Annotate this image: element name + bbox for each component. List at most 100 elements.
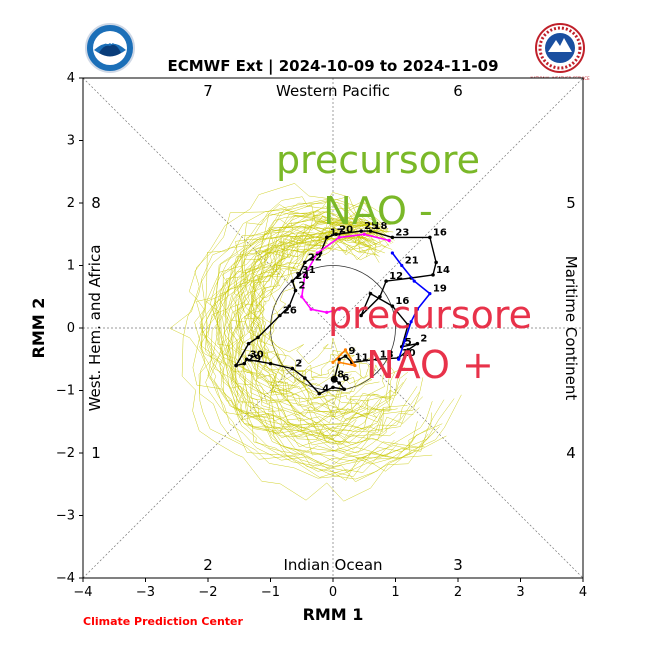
noaa-logo-text: NOAA	[99, 38, 122, 46]
series-point-observed	[384, 279, 388, 283]
day-label: 30	[250, 349, 264, 360]
x-tick-label: 4	[579, 585, 587, 600]
day-label: 6	[342, 373, 349, 384]
day-label: 12	[389, 271, 403, 282]
series-point-forecast_blue	[403, 338, 407, 343]
series-point-observed	[331, 385, 335, 390]
x-axis-ticks: −4 −3 −2 −1 0 1 2 3 4	[73, 578, 587, 600]
day-label: 10	[402, 348, 416, 359]
series-point-observed	[303, 260, 307, 265]
y-tick-label: 1	[67, 259, 75, 274]
day-label: 29	[247, 354, 261, 365]
series-line-forecast_blue	[391, 252, 432, 360]
series-point-observed	[290, 366, 295, 371]
y-tick-label: −4	[56, 571, 75, 586]
ensemble-member-line	[213, 211, 432, 483]
series-point-forecast_magenta	[337, 235, 341, 239]
day-label: 4	[322, 384, 329, 395]
series-point-observed	[406, 348, 410, 352]
phase-7: 7	[203, 82, 213, 100]
ensemble-member-line	[196, 192, 433, 479]
series-point-observed	[359, 229, 363, 233]
series-point-observed	[374, 357, 379, 362]
series-point-observed	[324, 235, 329, 240]
start-marker	[330, 375, 338, 383]
x-axis-label: RMM 1	[303, 605, 364, 624]
region-west-hem-africa: West. Hem. and Africa	[86, 245, 104, 412]
phase-1: 1	[91, 444, 101, 462]
y-tick-label: −1	[56, 384, 75, 399]
series-point-observed	[337, 357, 342, 362]
x-tick-label: −2	[198, 585, 217, 600]
credit-text: Climate Prediction Center	[83, 615, 243, 628]
day-label: 22	[308, 252, 322, 263]
day-label: 2	[299, 281, 306, 292]
series-point-forecast_orange	[353, 363, 357, 368]
series-point-forecast_blue	[390, 251, 394, 255]
ensemble-member-line	[200, 215, 418, 454]
series-point-observed	[390, 304, 395, 308]
ensemble-member-line	[210, 211, 421, 446]
noaa-logo: NOAA	[85, 23, 135, 73]
phase-2: 2	[203, 556, 213, 574]
day-label: 24	[295, 271, 309, 282]
day-label: 19	[433, 284, 447, 295]
series-point-forecast_orange	[343, 348, 348, 352]
series-point-observed	[278, 313, 282, 318]
series-point-observed	[268, 361, 273, 366]
ensemble-member-line	[249, 234, 398, 436]
ensemble-members	[169, 183, 462, 502]
ensemble-member-line	[198, 227, 462, 477]
day-label: 16	[395, 296, 409, 307]
series-point-forecast_magenta	[325, 310, 329, 314]
series-point-observed	[303, 376, 307, 380]
ensemble-member-line	[250, 217, 382, 412]
series-point-forecast_orange	[337, 360, 341, 364]
day-label: 13	[380, 349, 394, 360]
guide-lines	[83, 78, 583, 578]
day-label: 14	[436, 265, 450, 276]
day-label: 31	[302, 265, 316, 276]
annotation-nao-plus: NAO +	[366, 343, 494, 387]
series-point-observed	[287, 304, 292, 308]
phase-3: 3	[453, 556, 463, 574]
series-point-observed	[290, 279, 295, 283]
day-label: 16	[433, 227, 447, 238]
annotation-nao-minus: NAO -	[323, 189, 432, 233]
series-point-observed	[415, 341, 420, 346]
phase-4: 4	[566, 444, 576, 462]
x-tick-label: −4	[73, 585, 92, 600]
day-label: 23	[395, 227, 409, 238]
ensemble-member-line	[230, 227, 407, 418]
phase-6: 6	[453, 82, 463, 100]
series-point-forecast_orange	[331, 360, 335, 364]
ensemble-member-line	[219, 223, 378, 418]
region-maritime-continent: Maritime Continent	[562, 256, 580, 401]
series-point-forecast_blue	[415, 307, 419, 311]
ensemble-member-line	[218, 231, 455, 465]
ensemble-member-line	[251, 215, 380, 424]
day-label: 17	[330, 227, 344, 238]
series-point-observed	[242, 361, 247, 366]
phase-5: 5	[566, 194, 576, 212]
ensemble-member-line	[212, 222, 408, 441]
nws-logo: NATIONAL WEATHER SERVICE	[530, 23, 590, 81]
series-point-forecast_magenta	[387, 238, 391, 243]
series-point-forecast_blue	[409, 320, 413, 324]
series-point-forecast_magenta	[300, 295, 304, 299]
series-point-observed	[317, 391, 322, 396]
annotation-precursore-green: precursore	[276, 138, 480, 182]
ensemble-member-line	[239, 238, 391, 432]
day-label: 21	[405, 256, 419, 267]
series-point-observed	[293, 288, 298, 293]
series-line-forecast_orange	[332, 348, 357, 367]
series-point-observed	[296, 273, 301, 277]
day-label: 2	[420, 334, 427, 345]
day-label: 25	[364, 221, 378, 232]
series-point-observed	[234, 363, 238, 368]
series-layer	[234, 229, 438, 396]
region-indian-ocean: Indian Ocean	[283, 556, 382, 574]
series-point-observed	[428, 235, 432, 240]
y-tick-label: −3	[56, 509, 75, 524]
